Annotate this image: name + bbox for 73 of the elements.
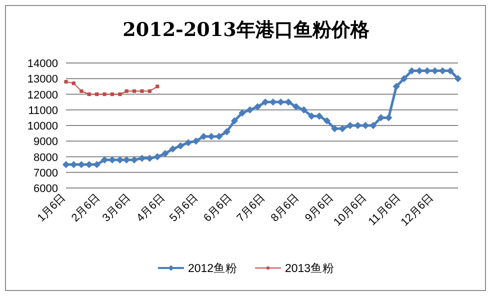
point (308, 112, 316, 120)
point (154, 153, 161, 160)
point (292, 103, 300, 110)
point (110, 92, 114, 96)
point (223, 128, 230, 136)
point (118, 92, 122, 96)
point (238, 109, 246, 117)
point (130, 156, 138, 164)
point (87, 92, 91, 96)
x-tick-label: 2月6日 (70, 192, 102, 224)
y-tick-label: 8000 (34, 152, 58, 164)
point (354, 122, 362, 130)
y-tick-label: 11000 (28, 104, 58, 117)
point (400, 75, 408, 82)
point (254, 103, 262, 110)
point (93, 160, 100, 168)
point (70, 160, 78, 168)
point (108, 156, 116, 164)
point (385, 114, 392, 122)
point (80, 89, 84, 93)
point (392, 82, 400, 90)
point (62, 160, 70, 168)
point (208, 132, 215, 140)
x-tick-label: 3月6日 (100, 192, 134, 224)
y-tick-label: 14000 (27, 58, 58, 70)
point (370, 122, 377, 130)
point (454, 75, 462, 82)
x-tick-label: 7月6日 (234, 192, 268, 224)
point (192, 138, 200, 145)
point (169, 145, 176, 153)
point (230, 117, 238, 124)
point (184, 139, 192, 146)
point (162, 150, 169, 158)
point (262, 98, 269, 106)
point (269, 98, 277, 106)
y-tick-label: 9000 (34, 136, 58, 148)
point (102, 92, 106, 96)
point (316, 112, 323, 120)
point (72, 82, 76, 86)
point (95, 92, 99, 96)
point (300, 106, 308, 114)
point (338, 125, 346, 132)
point (246, 106, 254, 114)
point (64, 80, 68, 84)
point (100, 156, 108, 164)
point (408, 67, 416, 74)
point (176, 142, 184, 150)
x-tick-label: 11月6日 (366, 192, 403, 228)
y-tick-label: 12000 (27, 89, 58, 102)
point (323, 117, 331, 124)
point (156, 84, 160, 88)
point (446, 67, 454, 74)
point (132, 89, 136, 93)
legend-label: 2013鱼粉 (285, 262, 335, 275)
x-tick-label: 4月6日 (134, 192, 168, 224)
point (331, 125, 338, 132)
point (146, 154, 154, 162)
point (86, 160, 93, 168)
point (124, 89, 128, 93)
point (140, 89, 144, 93)
point (284, 98, 292, 106)
legend-label: 2012鱼粉 (188, 262, 238, 275)
y-tick-label: 7000 (34, 167, 58, 180)
point (346, 122, 354, 130)
point (277, 98, 284, 106)
x-tick-label: 5月6日 (168, 192, 200, 224)
y-tick-label: 13000 (27, 74, 58, 86)
x-tick-label: 6月6日 (202, 192, 234, 224)
y-tick-label: 10000 (27, 120, 58, 132)
point (148, 89, 152, 93)
chart-title: 2012-2013年港口鱼粉价格 (122, 19, 370, 41)
point (200, 132, 208, 140)
x-tick-label: 8月6日 (268, 192, 302, 224)
